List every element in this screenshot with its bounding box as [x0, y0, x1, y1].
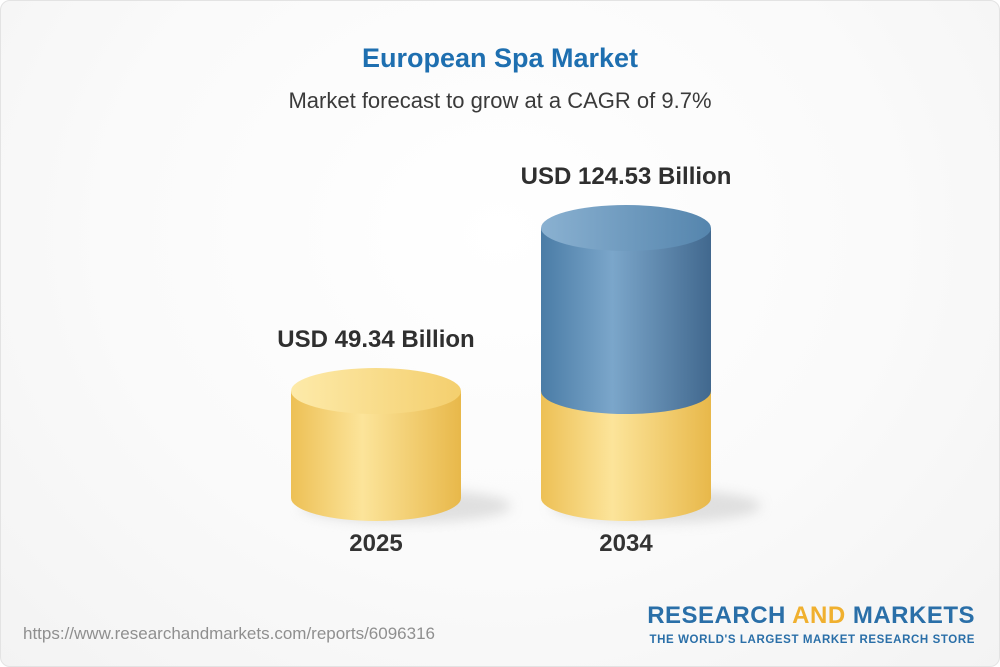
logo-tagline: THE WORLD'S LARGEST MARKET RESEARCH STOR… — [649, 634, 975, 646]
logo-text: RESEARCH AND MARKETS — [647, 602, 975, 630]
page-subtitle: Market forecast to grow at a CAGR of 9.7… — [288, 88, 712, 113]
report-url: https://www.researchandmarkets.com/repor… — [23, 624, 435, 643]
value-label-2034: USD 124.53 Billion — [520, 163, 732, 190]
logo-word-and: AND — [792, 602, 846, 629]
research-and-markets-logo: RESEARCH AND MARKETS THE WORLD'S LARGEST… — [647, 602, 975, 646]
page-title: European Spa Market — [361, 43, 639, 73]
logo-word-research: RESEARCH — [647, 602, 786, 629]
logo-word-markets: MARKETS — [852, 602, 975, 629]
value-label-2025: USD 49.34 Billion — [277, 326, 475, 354]
axis-label-2025: 2025 — [349, 530, 403, 557]
axis-label-2034: 2034 — [599, 530, 653, 557]
